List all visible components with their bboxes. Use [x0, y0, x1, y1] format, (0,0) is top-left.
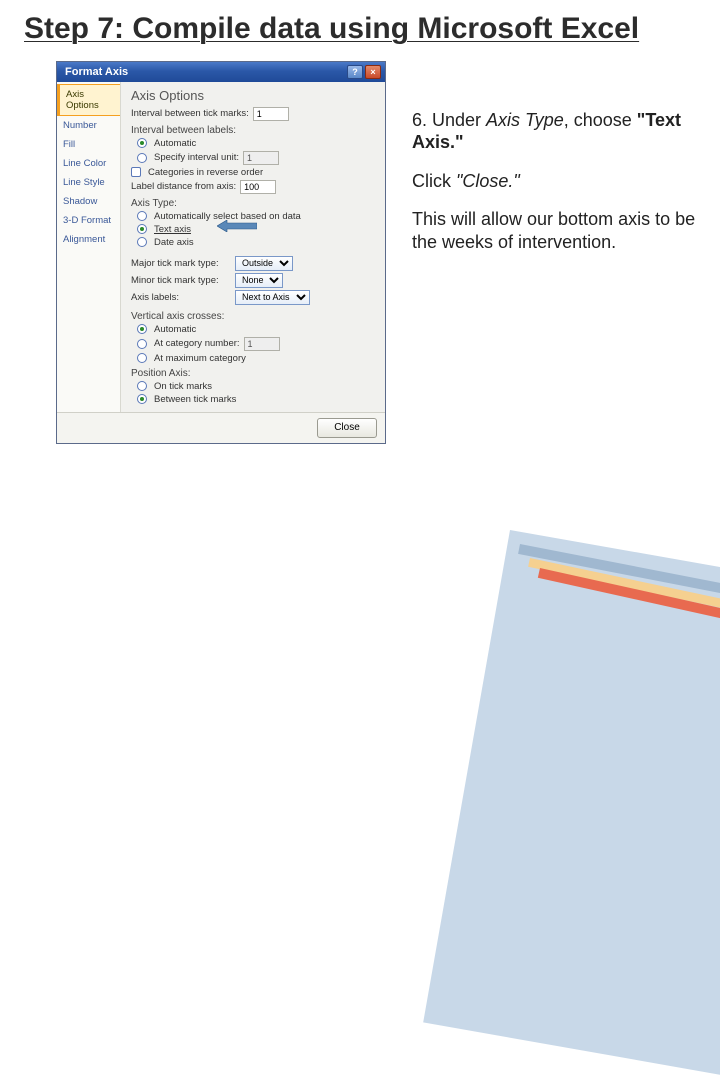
pane-heading: Axis Options	[131, 88, 375, 103]
instructions: 6. Under Axis Type, choose "Text Axis." …	[412, 61, 696, 444]
instruction-line-2: Click "Close."	[412, 170, 696, 193]
radio-vax-atmax-label: At maximum category	[154, 353, 246, 364]
minor-tick-select[interactable]: None	[235, 273, 283, 288]
axis-options-pane: Axis Options Interval between tick marks…	[121, 82, 385, 412]
radio-axistype-text-label: Text axis	[154, 224, 191, 235]
interval-labels-label: Interval between labels:	[131, 125, 375, 136]
axis-labels-select[interactable]: Next to Axis	[235, 290, 310, 305]
radio-vax-auto[interactable]	[137, 324, 147, 334]
radio-interval-specify-label: Specify interval unit:	[154, 152, 239, 163]
radio-interval-auto-label: Automatic	[154, 138, 196, 149]
sidebar-item-3d-format[interactable]: 3-D Format	[57, 211, 120, 230]
instruction-line-3: This will allow our bottom axis to be th…	[412, 208, 696, 253]
radio-interval-auto[interactable]	[137, 138, 147, 148]
vax-atcat-input[interactable]	[244, 337, 280, 351]
window-buttons: ? ×	[347, 65, 381, 79]
sidebar-item-line-style[interactable]: Line Style	[57, 173, 120, 192]
axis-labels-label: Axis labels:	[131, 292, 231, 303]
content-row: Format Axis ? × Axis Options Number Fill…	[0, 53, 720, 444]
format-axis-dialog: Format Axis ? × Axis Options Number Fill…	[56, 61, 386, 444]
radio-pos-between[interactable]	[137, 394, 147, 404]
radio-vax-atcat[interactable]	[137, 339, 147, 349]
major-tick-select[interactable]: Outside	[235, 256, 293, 271]
corner-decoration	[500, 440, 720, 580]
radio-pos-on-label: On tick marks	[154, 381, 212, 392]
sidebar-item-line-color[interactable]: Line Color	[57, 154, 120, 173]
sidebar-item-number[interactable]: Number	[57, 116, 120, 135]
radio-axistype-date-label: Date axis	[154, 237, 194, 248]
arrow-callout-icon	[217, 220, 257, 232]
pos-axis-label: Position Axis:	[131, 368, 375, 379]
interval-tick-label: Interval between tick marks:	[131, 108, 249, 119]
vax-crosses-label: Vertical axis crosses:	[131, 311, 375, 322]
radio-vax-atmax[interactable]	[137, 353, 147, 363]
axis-type-label: Axis Type:	[131, 198, 375, 209]
dialog-footer: Close	[57, 412, 385, 443]
dialog-titlebar: Format Axis ? ×	[57, 62, 385, 82]
instruction-line-1: 6. Under Axis Type, choose "Text Axis."	[412, 109, 696, 154]
dialog-title: Format Axis	[65, 66, 128, 78]
checkbox-reverse-label: Categories in reverse order	[148, 167, 263, 178]
distance-label: Label distance from axis:	[131, 181, 236, 192]
close-icon[interactable]: ×	[365, 65, 381, 79]
radio-interval-specify[interactable]	[137, 153, 147, 163]
radio-axistype-text[interactable]	[137, 224, 147, 234]
sidebar-item-alignment[interactable]: Alignment	[57, 230, 120, 249]
major-tick-label: Major tick mark type:	[131, 258, 231, 269]
radio-axistype-date[interactable]	[137, 237, 147, 247]
radio-axistype-auto[interactable]	[137, 211, 147, 221]
checkbox-reverse[interactable]	[131, 167, 141, 177]
slide-title: Step 7: Compile data using Microsoft Exc…	[0, 0, 720, 53]
radio-pos-between-label: Between tick marks	[154, 394, 236, 405]
interval-specify-input[interactable]	[243, 151, 279, 165]
radio-vax-atcat-label: At category number:	[154, 338, 240, 349]
close-button[interactable]: Close	[317, 418, 377, 438]
sidebar-item-shadow[interactable]: Shadow	[57, 192, 120, 211]
sidebar-item-fill[interactable]: Fill	[57, 135, 120, 154]
interval-tick-input[interactable]	[253, 107, 289, 121]
sidebar-item-axis-options[interactable]: Axis Options	[57, 84, 120, 116]
dialog-body: Axis Options Number Fill Line Color Line…	[57, 82, 385, 412]
distance-input[interactable]	[240, 180, 276, 194]
radio-pos-on[interactable]	[137, 381, 147, 391]
help-icon[interactable]: ?	[347, 65, 363, 79]
radio-vax-auto-label: Automatic	[154, 324, 196, 335]
minor-tick-label: Minor tick mark type:	[131, 275, 231, 286]
dialog-sidebar: Axis Options Number Fill Line Color Line…	[57, 82, 121, 412]
